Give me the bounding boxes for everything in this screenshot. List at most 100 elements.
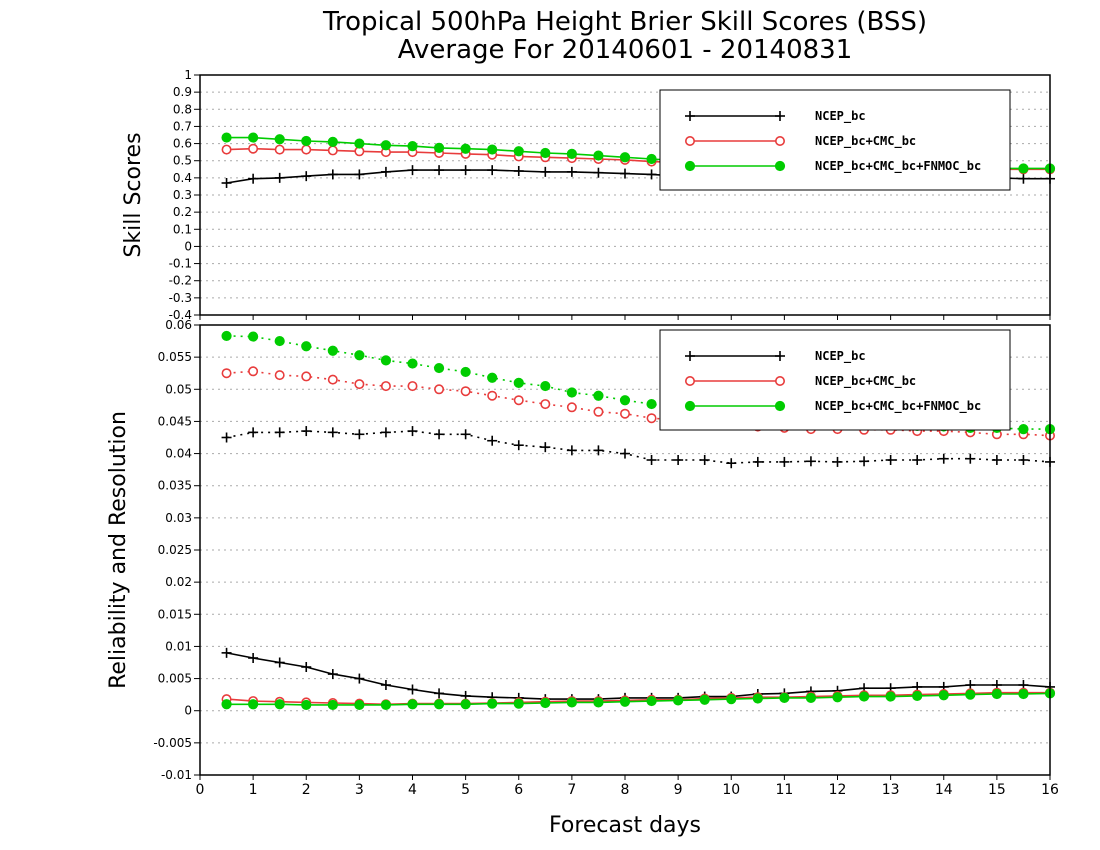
- bottom-x-tick-label: 3: [355, 782, 364, 798]
- top-series-2-point: [221, 132, 232, 143]
- top-series-0-point: [1018, 173, 1029, 184]
- bottom-series-0-point: [779, 456, 790, 467]
- bottom-series-5-point: [779, 692, 790, 703]
- bottom-series-0-point: [1018, 455, 1029, 465]
- bottom-series-5-point: [832, 692, 843, 703]
- bottom-legend-label: NCEP_bc+CMC_bc: [815, 374, 916, 389]
- bottom-series-1-point: [619, 408, 630, 419]
- bottom-series-5-point: [248, 699, 259, 710]
- bottom-y-tick-label: 0.03: [165, 511, 192, 525]
- bottom-series-1-point: [566, 402, 577, 413]
- top-series-1-point: [221, 144, 232, 155]
- bottom-series-0-point: [327, 427, 338, 438]
- top-legend: NCEP_bc NCEP_bc+CMC_bc NCEP_bc+CMC_bc+FNMO…: [659, 89, 1011, 191]
- bottom-series-2-point: [354, 350, 365, 361]
- bottom-series-5-point: [912, 690, 923, 702]
- bottom-series-3-point: [248, 653, 259, 663]
- bottom-series-1-point: [434, 384, 445, 395]
- bottom-series-2-point: [1018, 424, 1029, 435]
- bottom-panel: -0.01 -0.005 0 0.005 0.01 0.015 0.02 0.025 0.03 0…: [153, 318, 1059, 798]
- bottom-series-2-point: [248, 331, 259, 342]
- bottom-series-3-point: [380, 680, 391, 690]
- bottom-y-tick-label: -0.005: [153, 736, 192, 750]
- top-series-2-point: [460, 143, 471, 154]
- bottom-series-3-point: [407, 684, 418, 695]
- bottom-series-1-point: [301, 371, 312, 382]
- top-series-2-point: [646, 153, 657, 165]
- bottom-series-0-point: [593, 445, 604, 456]
- bottom-series-5-point: [327, 699, 338, 711]
- top-series-0-point: [380, 166, 391, 177]
- top-series-0-point: [434, 165, 445, 176]
- x-axis-label: Forecast days: [549, 813, 701, 838]
- bottom-y-tick-label: -0.01: [161, 768, 192, 782]
- bottom-legend-label: NCEP_bc+CMC_bc+FNMOC_bc: [815, 399, 981, 414]
- bottom-series-2-point: [487, 372, 498, 383]
- bottom-series-5-point: [858, 691, 870, 702]
- bottom-series-5-point: [566, 697, 577, 708]
- top-series-1-point: [248, 143, 259, 154]
- bottom-series-1-point: [540, 399, 551, 410]
- top-panel: -0.4 -0.3 -0.2 -0.1 0 0.1 0.2 0.3 0.4 0.5 0.6 0.7 0.…: [169, 68, 1056, 322]
- bottom-x-tick-label: 6: [514, 782, 523, 798]
- bottom-series-5-point: [593, 697, 604, 708]
- bottom-series-0-point: [965, 453, 976, 464]
- bottom-series-1-point: [380, 381, 391, 392]
- bottom-series-3-point: [965, 680, 976, 690]
- bottom-series-1-point: [646, 413, 657, 424]
- top-y-tick-label: 0: [184, 239, 192, 253]
- bottom-legend-marker: [774, 375, 785, 386]
- bottom-series-2-point: [646, 398, 657, 410]
- top-series-1-point: [274, 144, 285, 155]
- bottom-series-5-point: [221, 699, 232, 710]
- bottom-series-5-point: [487, 698, 498, 709]
- top-series-2-point: [274, 134, 285, 145]
- bottom-x-tick-label: 15: [988, 782, 1006, 798]
- bottom-series-3-point: [327, 669, 338, 680]
- top-y-tick-label: 0.4: [173, 171, 192, 185]
- top-y-tick-label: -0.3: [169, 291, 192, 305]
- top-y-tick-label: 0.5: [173, 154, 192, 168]
- bottom-x-tick-label: 12: [829, 782, 847, 798]
- top-legend-marker: [684, 160, 696, 172]
- bottom-series-0-point: [912, 455, 923, 465]
- bottom-y-tick-label: 0.035: [158, 479, 192, 493]
- bottom-series-5-point: [805, 692, 817, 703]
- top-series-0-point: [407, 165, 418, 176]
- bottom-series-0-point: [380, 427, 391, 438]
- bottom-series-0-point: [805, 456, 816, 467]
- top-series-2-point: [619, 152, 631, 163]
- bottom-legend-box: [659, 329, 1011, 431]
- top-y-tick-label: 0.7: [173, 119, 192, 133]
- bottom-series-3-point: [301, 662, 312, 672]
- bottom-legend-marker: [684, 400, 696, 412]
- top-series-2-point: [301, 135, 312, 147]
- bottom-y-tick-label: 0.045: [158, 414, 192, 428]
- bottom-y-tick-label: 0.05: [165, 382, 192, 396]
- top-plot-frame: [199, 74, 1051, 316]
- top-y-tick-label: -0.2: [169, 274, 192, 288]
- bottom-series-0-point: [859, 456, 870, 467]
- top-series-0-point: [593, 167, 604, 178]
- bottom-series-5-point: [991, 688, 1002, 700]
- top-y-tick-label: 0.9: [173, 85, 192, 99]
- bottom-series-0-point: [938, 453, 949, 464]
- top-legend-label: NCEP_bc: [815, 109, 866, 124]
- bottom-series-1-point: [487, 390, 498, 401]
- top-legend-marker: [684, 136, 695, 147]
- top-y-tick-label: 0.2: [173, 205, 192, 219]
- bottom-series-1-point: [593, 406, 604, 417]
- bottom-series-1-point: [221, 368, 232, 379]
- bottom-series-1-point: [460, 386, 471, 397]
- bottom-series-5-point: [646, 695, 657, 707]
- bottom-series-2-point: [380, 355, 392, 366]
- bottom-series-5-point: [460, 699, 471, 710]
- top-series-0-point: [248, 173, 259, 184]
- bottom-x-tick-label: 7: [567, 782, 576, 798]
- bottom-series-0-point: [566, 445, 577, 456]
- top-legend-marker: [685, 111, 695, 121]
- bottom-series-5-point: [433, 699, 445, 710]
- bottom-series-3-point: [434, 688, 445, 699]
- bottom-y-tick-label: 0.02: [165, 575, 192, 589]
- bottom-series-2-point: [274, 335, 285, 347]
